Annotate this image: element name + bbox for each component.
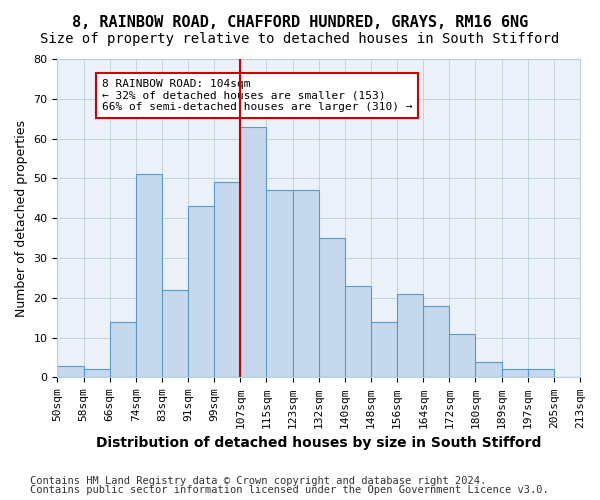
Bar	[475, 362, 502, 378]
Bar	[110, 322, 136, 378]
Bar	[423, 306, 449, 378]
Bar	[266, 190, 293, 378]
Bar	[83, 370, 110, 378]
Bar	[397, 294, 423, 378]
Bar	[136, 174, 162, 378]
X-axis label: Distribution of detached houses by size in South Stifford: Distribution of detached houses by size …	[96, 436, 541, 450]
Bar	[162, 290, 188, 378]
Bar	[502, 370, 528, 378]
Bar	[293, 190, 319, 378]
Bar	[528, 370, 554, 378]
Bar	[319, 238, 345, 378]
Bar	[214, 182, 241, 378]
Text: Contains HM Land Registry data © Crown copyright and database right 2024.: Contains HM Land Registry data © Crown c…	[30, 476, 486, 486]
Text: Size of property relative to detached houses in South Stifford: Size of property relative to detached ho…	[40, 32, 560, 46]
Bar	[188, 206, 214, 378]
Bar	[58, 366, 83, 378]
Y-axis label: Number of detached properties: Number of detached properties	[15, 120, 28, 316]
Text: 8, RAINBOW ROAD, CHAFFORD HUNDRED, GRAYS, RM16 6NG: 8, RAINBOW ROAD, CHAFFORD HUNDRED, GRAYS…	[72, 15, 528, 30]
Bar	[371, 322, 397, 378]
Text: Contains public sector information licensed under the Open Government Licence v3: Contains public sector information licen…	[30, 485, 549, 495]
Bar	[241, 126, 266, 378]
Bar	[345, 286, 371, 378]
Bar	[449, 334, 475, 378]
Text: 8 RAINBOW ROAD: 104sqm
← 32% of detached houses are smaller (153)
66% of semi-de: 8 RAINBOW ROAD: 104sqm ← 32% of detached…	[102, 79, 412, 112]
